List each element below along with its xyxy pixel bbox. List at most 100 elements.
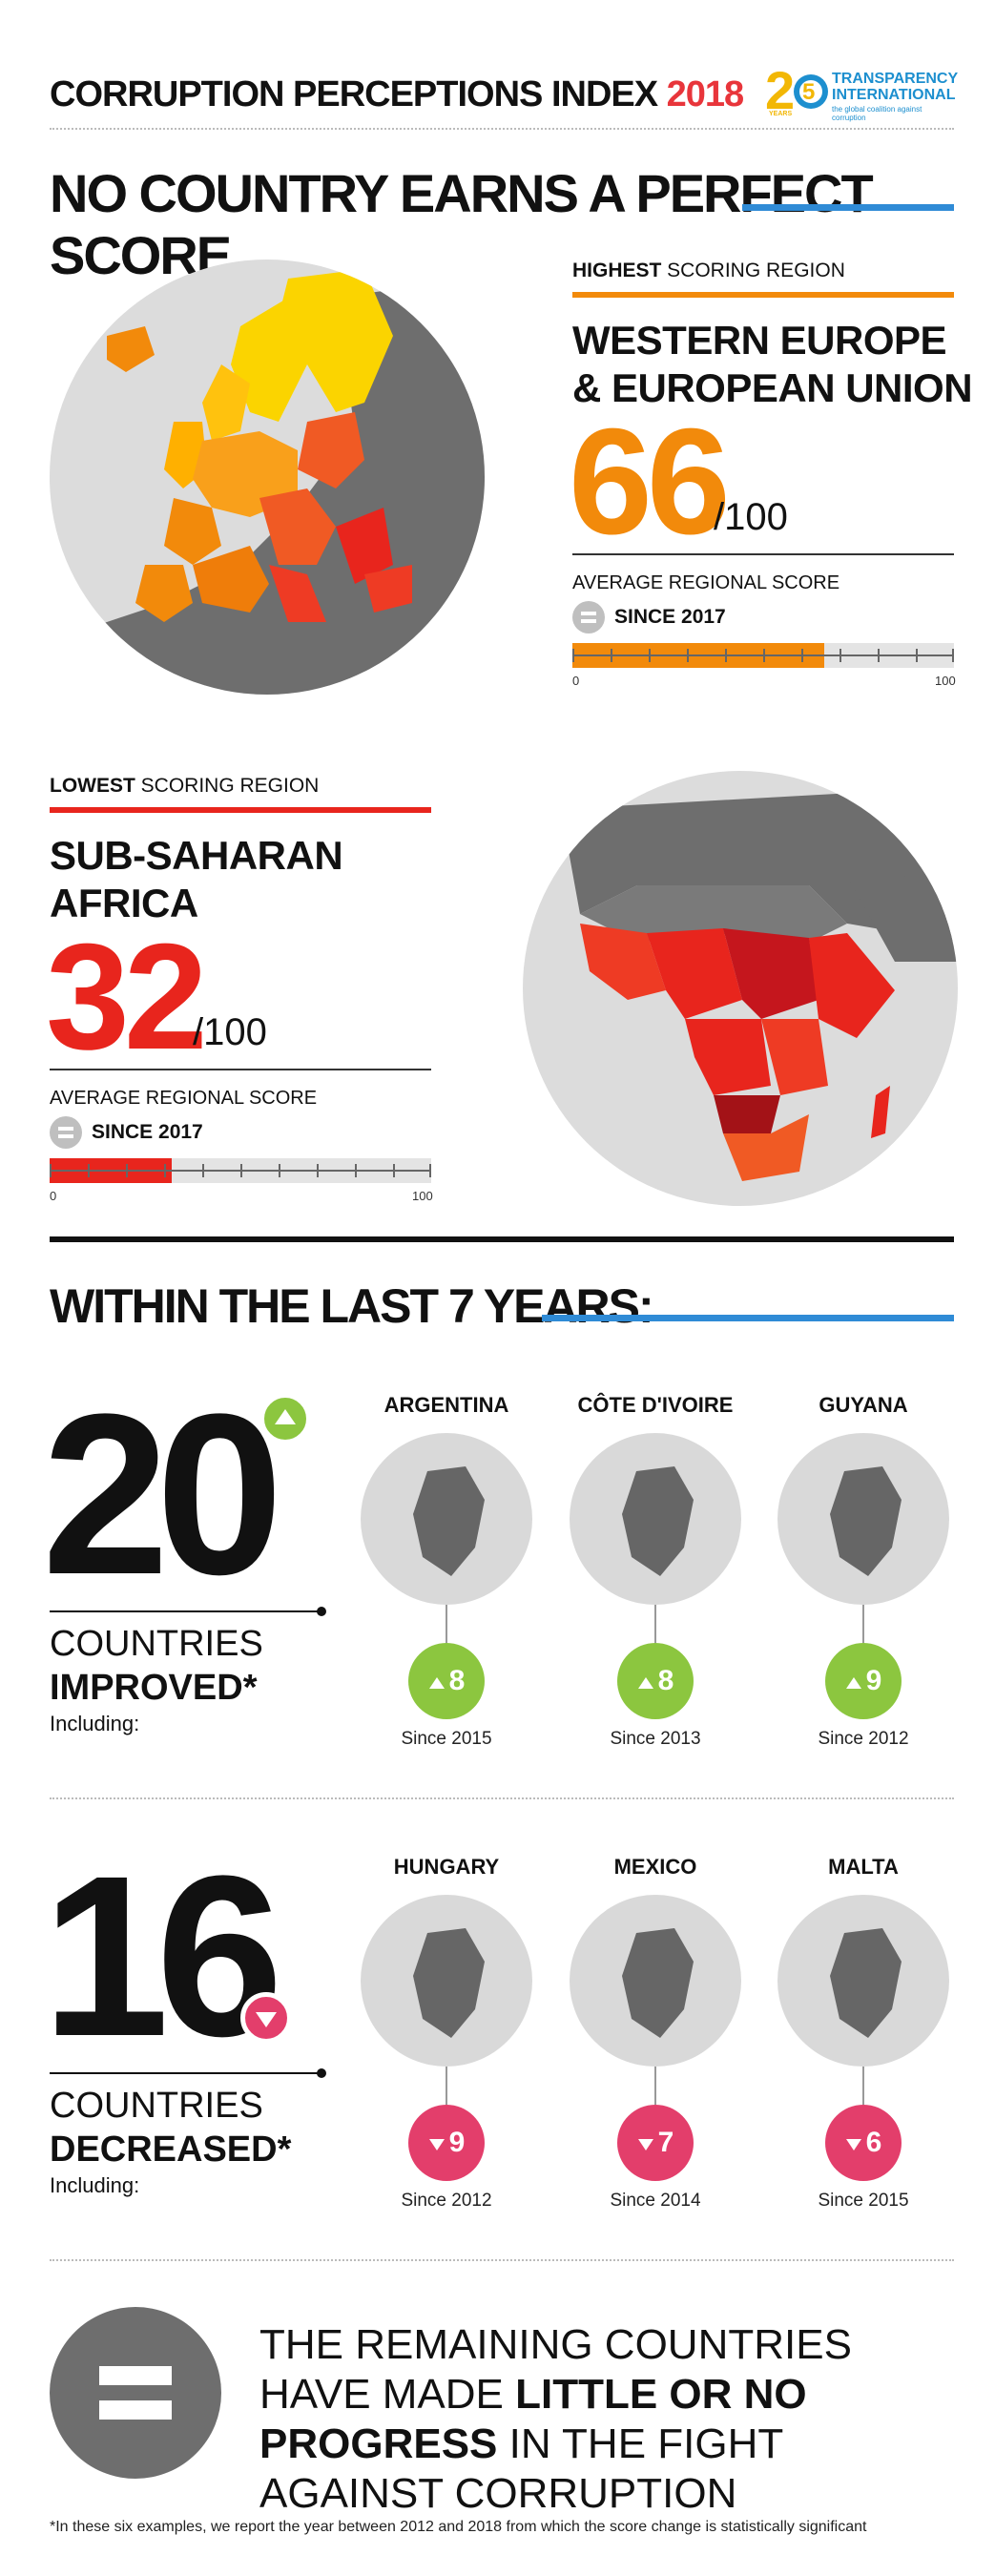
bar-tick (916, 649, 918, 662)
bar-tick (611, 649, 612, 662)
decrease-badge: 7 (617, 2105, 694, 2181)
score-change: 7 (657, 2127, 674, 2158)
up-arrow-icon (428, 1665, 446, 1697)
lowest-bar-max: 100 (412, 1189, 433, 1203)
highest-since-row: SINCE 2017 (572, 601, 726, 634)
connector-line (862, 1605, 864, 1643)
logo-tagline: the global coalition against corruption (832, 105, 922, 122)
bar-tick (126, 1164, 128, 1177)
section-divider (50, 1236, 954, 1242)
lowest-label-bold: LOWEST (50, 775, 135, 797)
highest-score-bar (572, 643, 954, 668)
logo-25-icon: 2 5 (765, 60, 828, 120)
bar-tick (88, 1164, 90, 1177)
decreased-line (50, 2072, 321, 2074)
remaining-part1: THE REMAINING COUNTRIES HAVE MADE (259, 2321, 852, 2418)
blue-rule (742, 204, 954, 211)
logo-years: YEARS (769, 111, 793, 117)
up-arrow-icon (637, 1665, 654, 1697)
lowest-region-name: SUB-SAHARAN AFRICA (50, 832, 343, 927)
bar-tick (840, 649, 841, 662)
increase-badge: 8 (617, 1643, 694, 1719)
europe-globe (50, 260, 485, 695)
logo-text: TRANSPARENCY INTERNATIONAL (832, 71, 958, 103)
lowest-divider (50, 1069, 431, 1070)
increase-badge: 8 (408, 1643, 485, 1719)
bar-tick (240, 1164, 242, 1177)
transparency-international-logo: 2 5 TRANSPARENCY INTERNATIONAL the globa… (763, 59, 958, 124)
highest-region-name: WESTERN EUROPE & EUROPEAN UNION (572, 317, 973, 412)
svg-text:5: 5 (802, 79, 815, 105)
connector-line (446, 2067, 447, 2105)
lowest-score-bar (50, 1158, 431, 1183)
infographic-title: CORRUPTION PERCEPTIONS INDEX 2018 (50, 74, 745, 115)
title-year: 2018 (666, 74, 745, 114)
bar-tick (687, 649, 689, 662)
remaining-statement: THE REMAINING COUNTRIES HAVE MADE LITTLE… (259, 2320, 965, 2519)
country-name: MEXICO (613, 1855, 697, 1879)
highest-avg-label: AVERAGE REGIONAL SCORE (572, 572, 840, 593)
highest-score: 66 (569, 406, 731, 557)
country-name: HUNGARY (393, 1855, 500, 1879)
up-arrow-icon (845, 1665, 862, 1697)
connector-line (654, 1605, 656, 1643)
highest-since-text: SINCE 2017 (614, 606, 726, 628)
lowest-since-row: SINCE 2017 (50, 1116, 203, 1149)
decreased-count: 16 (42, 1828, 283, 2084)
bar-tick (317, 1164, 319, 1177)
country-map-icon (570, 1433, 741, 1605)
lowest-score: 32 (46, 922, 208, 1072)
country-name: ARGENTINA (383, 1393, 509, 1417)
country-name: MALTA (828, 1855, 899, 1879)
lowest-score-value: 32 (46, 913, 208, 1081)
lowest-label: LOWEST SCORING REGION (50, 775, 319, 798)
logo-line2: INTERNATIONAL (832, 87, 956, 103)
since-year: Since 2013 (610, 1729, 701, 1749)
remaining-part2: LITTLE OR NO PROGRESS (259, 2371, 807, 2467)
improved-label-line2: IMPROVED* (50, 1668, 258, 1708)
country-name: CÔTE D'IVOIRE (577, 1393, 734, 1417)
lowest-avg-label: AVERAGE REGIONAL SCORE (50, 1088, 318, 1109)
headline: NO COUNTRY EARNS A PERFECT SCORE (50, 163, 874, 285)
remaining-part3: IN THE FIGHT AGAINST CORRUPTION (259, 2420, 783, 2517)
bar-tick (649, 649, 651, 662)
score-change: 9 (448, 2127, 466, 2158)
improved-count: 20 (42, 1366, 283, 1622)
equal-icon (572, 601, 605, 634)
divider (50, 1797, 954, 1799)
score-change: 8 (448, 1665, 466, 1696)
highest-score-value: 66 (569, 398, 731, 566)
decrease-badge: 9 (408, 2105, 485, 2181)
blue-rule (542, 1315, 954, 1321)
connector-line (446, 1605, 447, 1643)
highest-name-line1: WESTERN EUROPE (572, 318, 947, 363)
europe-map-icon (50, 269, 485, 695)
divider (50, 2259, 954, 2261)
lowest-bar-min: 0 (50, 1189, 57, 1203)
score-change: 9 (865, 1665, 882, 1696)
up-arrow-icon (259, 1393, 311, 1444)
svg-text:2: 2 (765, 60, 795, 120)
down-arrow-icon (240, 1992, 292, 2044)
decreased-including: Including: (50, 2173, 140, 2197)
logo-line1: TRANSPARENCY (832, 71, 959, 87)
highest-divider (572, 553, 954, 555)
decreased-label: COUNTRIES DECREASED* (50, 2084, 291, 2171)
connector-line (654, 2067, 656, 2105)
divider (50, 128, 954, 130)
bar-tick (164, 1164, 166, 1177)
increase-badge: 9 (825, 1643, 902, 1719)
highest-rule (572, 292, 954, 298)
score-change: 6 (865, 2127, 882, 2158)
improved-label-line1: COUNTRIES (50, 1624, 263, 1664)
score-change: 8 (657, 1665, 674, 1696)
line-dot (317, 1607, 326, 1616)
lowest-score-denominator: /100 (193, 1011, 267, 1053)
bar-tick (429, 1164, 431, 1177)
equal-icon (50, 1116, 82, 1149)
improved-including: Including: (50, 1712, 140, 1735)
bar-tick (393, 1164, 395, 1177)
down-arrow-icon (637, 2127, 654, 2159)
decreased-label-line2: DECREASED* (50, 2129, 292, 2170)
africa-map-icon (561, 790, 958, 1181)
